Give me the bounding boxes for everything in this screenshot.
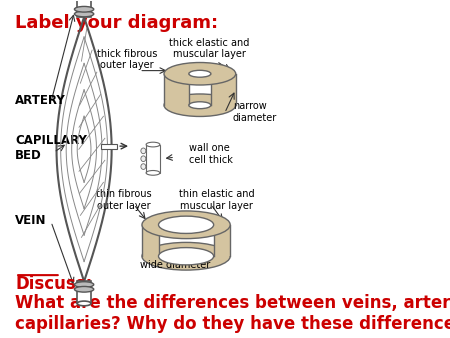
Bar bbox=[101, 144, 117, 149]
Text: wall one
cell thick: wall one cell thick bbox=[189, 143, 233, 165]
Text: What are the differences between veins, arteries and
capillaries? Why do they ha: What are the differences between veins, … bbox=[15, 294, 450, 333]
Text: wide diameter: wide diameter bbox=[140, 260, 210, 270]
Ellipse shape bbox=[74, 6, 94, 12]
Text: Label your diagram:: Label your diagram: bbox=[15, 14, 218, 32]
Ellipse shape bbox=[74, 11, 94, 17]
Bar bbox=[142, 225, 158, 256]
Text: CAPILLARY
BED: CAPILLARY BED bbox=[15, 134, 87, 162]
Bar bbox=[211, 74, 236, 105]
Ellipse shape bbox=[146, 142, 160, 147]
Bar bbox=[77, 0, 91, 17]
Text: thin elastic and
muscular layer: thin elastic and muscular layer bbox=[179, 189, 254, 211]
Bar bbox=[77, 282, 91, 304]
Ellipse shape bbox=[146, 170, 160, 175]
Bar bbox=[164, 74, 189, 105]
Ellipse shape bbox=[164, 94, 236, 117]
Ellipse shape bbox=[164, 63, 236, 85]
Text: narrow
diameter: narrow diameter bbox=[233, 101, 277, 123]
Text: thin fibrous
outer layer: thin fibrous outer layer bbox=[96, 189, 152, 211]
Ellipse shape bbox=[141, 156, 146, 162]
Ellipse shape bbox=[77, 301, 91, 306]
Text: Discuss:: Discuss: bbox=[15, 275, 92, 293]
Ellipse shape bbox=[158, 248, 214, 265]
Bar bbox=[214, 225, 230, 256]
Text: VEIN: VEIN bbox=[15, 214, 47, 226]
Ellipse shape bbox=[141, 148, 146, 154]
Ellipse shape bbox=[74, 282, 94, 287]
Text: thick fibrous
outer layer: thick fibrous outer layer bbox=[97, 49, 157, 70]
Ellipse shape bbox=[189, 102, 211, 109]
Ellipse shape bbox=[74, 286, 94, 292]
Ellipse shape bbox=[142, 242, 230, 270]
Bar bbox=[146, 145, 160, 173]
Text: ARTERY: ARTERY bbox=[15, 94, 66, 107]
Ellipse shape bbox=[142, 211, 230, 239]
Ellipse shape bbox=[141, 164, 146, 169]
Ellipse shape bbox=[189, 70, 211, 77]
Ellipse shape bbox=[158, 216, 214, 234]
Text: thick elastic and
muscular layer: thick elastic and muscular layer bbox=[169, 38, 250, 59]
